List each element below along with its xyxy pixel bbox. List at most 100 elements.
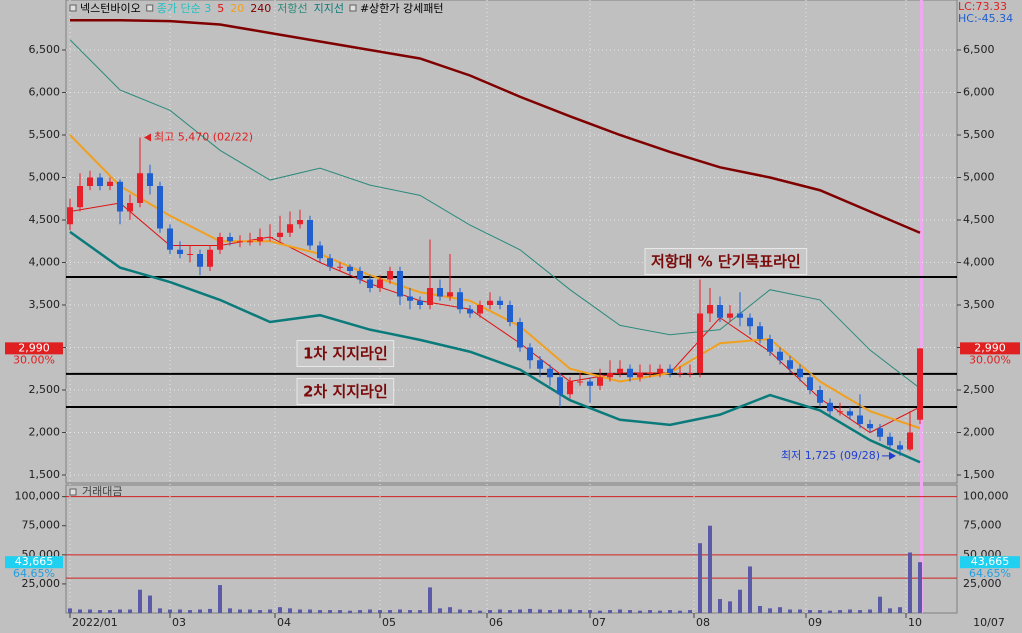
volume-bar: [658, 610, 662, 613]
volume-bar: [488, 610, 492, 613]
y-tick-label: 6,500: [963, 43, 995, 56]
volume-bar: [868, 609, 872, 613]
candle-body: [737, 313, 743, 318]
legend-label: #상한가 강세패턴: [360, 2, 444, 15]
volume-bar: [608, 610, 612, 613]
price-box: [960, 342, 1020, 355]
candle-body: [247, 241, 253, 243]
candle-body: [127, 202, 133, 212]
candle-body: [707, 304, 713, 314]
volume-bar: [268, 609, 272, 613]
volume-bar: [138, 589, 142, 613]
candle-body: [667, 368, 673, 374]
candle-body: [807, 377, 813, 391]
volume-bar: [158, 608, 162, 613]
volume-bar: [378, 610, 382, 613]
volume-bar: [148, 595, 152, 613]
candle-body: [287, 224, 293, 233]
volume-bar: [288, 608, 292, 613]
y-tick-label: 4,500: [29, 213, 61, 226]
volume-bar: [628, 610, 632, 613]
y-tick-label: 1,500: [963, 468, 995, 481]
x-tick-label: 05: [382, 616, 396, 629]
candle-body: [567, 381, 573, 395]
candle-body: [217, 236, 223, 250]
volume-bar: [568, 609, 572, 613]
y-tick-label: 6,000: [29, 85, 61, 98]
candle-body: [187, 253, 193, 255]
candle-body: [197, 253, 203, 267]
candle-body: [257, 236, 263, 242]
volume-box: [960, 556, 1020, 569]
volume-bar: [458, 609, 462, 613]
candle-body: [327, 258, 333, 267]
candle-body: [527, 347, 533, 361]
y-tick-label: 3,500: [29, 298, 61, 311]
volume-bar: [198, 609, 202, 613]
volume-bar: [428, 587, 432, 613]
candle-body: [587, 381, 593, 386]
candle-body: [547, 368, 553, 378]
candle-body: [827, 402, 833, 412]
candle-body: [607, 373, 613, 378]
y-tick-label: 5,000: [963, 170, 995, 183]
volume-bar: [898, 607, 902, 613]
y-tick-label: 6,000: [963, 85, 995, 98]
x-tick-label: 2022/01: [72, 616, 118, 629]
candle-body: [897, 445, 903, 450]
candle-body: [887, 436, 893, 446]
candle-body: [767, 339, 773, 352]
volume-bar: [558, 609, 562, 613]
legend-entry: 5: [217, 2, 224, 15]
line-label: 저항대 % 단기목표라인: [651, 253, 801, 271]
y-tick-label: 2,000: [963, 426, 995, 439]
change-label: 30.00%: [969, 353, 1011, 366]
candle-body: [797, 368, 803, 378]
price-panel: [65, 0, 958, 484]
volume-bar: [598, 610, 602, 613]
label-box: [296, 340, 395, 367]
candle-body: [467, 309, 473, 314]
volume-bar: [528, 608, 532, 613]
volume-bar: [678, 610, 682, 613]
annotation-arrow: [144, 133, 151, 142]
x-tick-label: 03: [172, 616, 186, 629]
legend-icon: [349, 4, 357, 12]
candle-body: [507, 304, 513, 322]
candle-body: [487, 300, 493, 305]
candle-body: [147, 173, 153, 186]
volume-bar: [168, 609, 172, 613]
volume-title: 거래대금: [82, 485, 122, 498]
volume-bar: [828, 610, 832, 613]
volume-bar: [408, 610, 412, 613]
candle-body: [577, 381, 583, 383]
ma-line: [70, 18, 921, 234]
candle-body: [427, 287, 433, 305]
candle-body: [87, 177, 93, 186]
candle-body: [817, 390, 823, 403]
volume-bar: [448, 607, 452, 613]
candle-body: [907, 432, 913, 450]
candle-body: [177, 249, 183, 254]
candle-body: [167, 228, 173, 250]
x-tick-label: 08: [696, 616, 710, 629]
candle-body: [417, 300, 423, 305]
ma-line: [69, 134, 921, 430]
volume-bar: [548, 610, 552, 613]
ma-line: [69, 230, 921, 464]
candle-body: [207, 249, 213, 267]
y-tick-label: 4,000: [29, 255, 61, 268]
volume-bar: [808, 610, 812, 613]
volume-bar: [68, 608, 72, 613]
candle-body: [277, 232, 283, 237]
hc-label: HC:-45.34: [958, 12, 1013, 25]
y-tick-label: 25,000: [22, 577, 61, 590]
volume-bar: [538, 609, 542, 613]
volume-bar: [918, 562, 922, 613]
candle-body: [617, 368, 623, 374]
candle-body: [637, 373, 643, 378]
candle-body: [677, 373, 683, 375]
volume-bar: [188, 610, 192, 613]
volume-bar: [128, 609, 132, 613]
candle-body: [137, 173, 143, 203]
